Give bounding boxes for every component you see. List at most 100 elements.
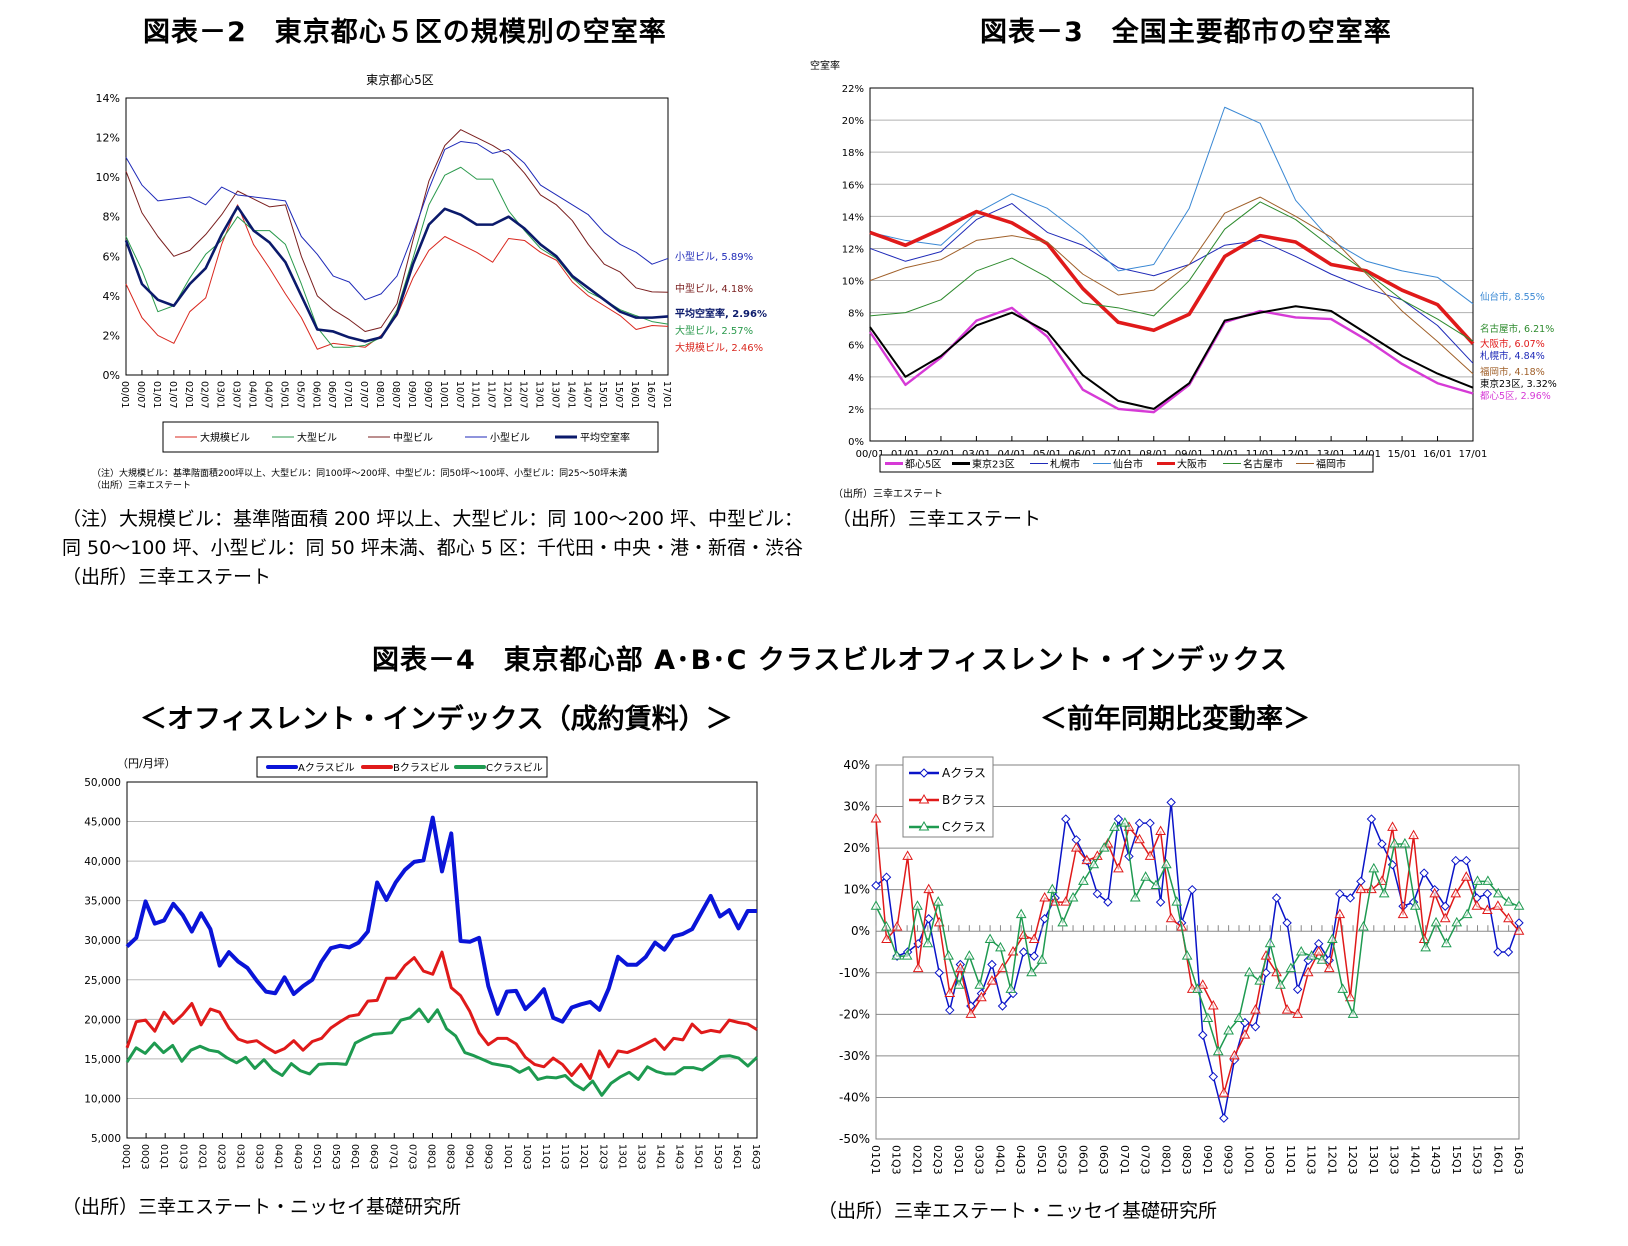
- series-line-平均空室率: [124, 205, 669, 343]
- data-point-triangle: [1316, 954, 1328, 964]
- x-tick-label: 13Q3: [635, 1144, 646, 1170]
- data-point-triangle: [1067, 891, 1079, 902]
- x-tick-label: 11Q3: [1305, 1145, 1318, 1175]
- figure3-source: （出所）三幸エステート: [832, 508, 1042, 530]
- data-point-triangle: [1471, 900, 1483, 910]
- x-tick-label: 15Q3: [712, 1144, 723, 1170]
- data-point-triangle: [1275, 979, 1286, 989]
- data-point-triangle: [1155, 825, 1166, 835]
- data-point-diamond: [1103, 897, 1113, 907]
- data-point-triangle: [1161, 858, 1172, 869]
- x-tick-label: 16/01: [1423, 449, 1452, 460]
- end-label: 都心5区, 2.96%: [1480, 391, 1551, 402]
- x-tick-label: 15/01: [1388, 449, 1417, 460]
- legend-marker: [918, 820, 930, 831]
- y-tick-label: 20%: [842, 116, 864, 127]
- x-tick-label: 05/07: [294, 381, 305, 408]
- legend-label: 名古屋市: [1243, 458, 1283, 471]
- x-tick-label: 02Q1: [196, 1144, 207, 1170]
- data-point-triangle: [1015, 908, 1027, 919]
- data-point-triangle: [986, 975, 998, 985]
- x-tick-label: 17/01: [661, 381, 672, 408]
- data-point-triangle: [1197, 979, 1209, 989]
- x-tick-label: 01Q1: [158, 1144, 169, 1170]
- x-tick-label: 02Q3: [931, 1145, 944, 1175]
- data-point-triangle: [902, 850, 913, 860]
- data-point-triangle: [1503, 896, 1514, 906]
- series-line-小型ビル: [125, 141, 669, 301]
- data-point-diamond: [1440, 901, 1450, 911]
- chart4-yoy-change: -50% -40% -30% -20% -10% 0% 10% 20% 30% 40% 01Q1 01…: [839, 756, 1525, 1175]
- x-tick-label: 04Q3: [1014, 1145, 1027, 1175]
- series-line-仙台市: [869, 106, 1474, 305]
- data-point-triangle: [1036, 954, 1048, 964]
- x-tick-label: 11/01: [470, 381, 481, 408]
- data-point-triangle: [1129, 891, 1141, 902]
- series-line-Bクラスビル: [125, 950, 758, 1081]
- x-tick-label: 09/07: [422, 381, 433, 408]
- data-point-triangle: [1429, 887, 1441, 898]
- data-point-triangle: [974, 979, 986, 989]
- series-line-Aクラスビル: [125, 815, 757, 1024]
- series-line-大型ビル: [125, 166, 669, 348]
- y-tick-label: 18%: [842, 148, 864, 159]
- chart4b-legend-box: [902, 756, 994, 838]
- x-tick-label: 06/01: [310, 381, 321, 408]
- y-tick-label: 4%: [103, 290, 120, 303]
- data-point-diamond: [1219, 1113, 1229, 1123]
- y-tick-label: 30%: [843, 800, 870, 814]
- data-point-triangle: [1144, 850, 1156, 860]
- y-tick-label: 15,000: [84, 1054, 121, 1066]
- data-point-triangle: [1140, 871, 1152, 881]
- x-tick-label: 12Q1: [578, 1144, 589, 1170]
- data-point-diamond: [1113, 814, 1124, 824]
- y-tick-label: 4%: [848, 373, 864, 384]
- x-tick-label: 09/01: [406, 381, 417, 408]
- x-tick-label: 05Q1: [311, 1144, 322, 1170]
- data-point-triangle: [1451, 916, 1463, 927]
- data-point-diamond: [945, 1005, 955, 1015]
- plot-frame: [875, 764, 1520, 1140]
- y-tick-label: 8%: [103, 211, 120, 224]
- data-point-triangle: [1378, 887, 1390, 898]
- x-tick-label: 14/07: [581, 381, 592, 408]
- data-point-triangle: [1113, 862, 1124, 873]
- data-point-triangle: [995, 941, 1006, 952]
- legend-label: 中型ビル: [393, 431, 433, 444]
- x-tick-label: 02/01: [183, 381, 194, 408]
- data-point-triangle: [1472, 875, 1483, 885]
- x-tick-label: 00Q1: [120, 1144, 131, 1170]
- data-point-triangle: [901, 950, 913, 960]
- legend-label: 東京23区: [972, 458, 1015, 471]
- legend-label: 都心5区: [905, 459, 941, 471]
- data-point-triangle: [1150, 879, 1162, 890]
- x-tick-label: 10/01: [438, 381, 449, 408]
- series-line-大阪市: [869, 209, 1475, 345]
- chart3-legend-box: [879, 454, 1374, 473]
- x-tick-label: 13Q1: [1367, 1145, 1380, 1175]
- x-tick-label: 13Q3: [1388, 1145, 1401, 1175]
- x-tick-label: 08Q3: [445, 1144, 456, 1170]
- x-tick-label: 01Q1: [869, 1145, 882, 1175]
- data-point-triangle: [1368, 862, 1380, 873]
- figure4-right-source: （出所）三幸エステート・ニッセイ基礎研究所: [818, 1200, 1218, 1222]
- x-tick-label: 13/01: [533, 381, 544, 408]
- data-point-triangle: [870, 900, 882, 910]
- data-point-diamond: [1018, 947, 1029, 957]
- x-tick-label: 07Q3: [1139, 1145, 1152, 1175]
- y-tick-label: -40%: [839, 1090, 870, 1104]
- x-tick-label: 11Q1: [540, 1144, 551, 1170]
- data-point-triangle: [1441, 937, 1452, 948]
- figure2-small-note: （注）大規模ビル：基準階面積200坪以上、大型ビル：同100坪～200坪、中型ビ…: [92, 469, 628, 479]
- data-point-triangle: [1039, 891, 1051, 902]
- x-tick-label: 03Q1: [235, 1144, 246, 1170]
- data-point-diamond: [923, 914, 934, 924]
- data-point-diamond: [1461, 855, 1472, 866]
- data-point-triangle: [923, 883, 935, 894]
- data-point-triangle: [1513, 900, 1525, 910]
- legend-label: Cクラス: [942, 820, 986, 834]
- data-point-diamond: [1451, 855, 1461, 866]
- data-point-diamond: [1271, 893, 1282, 903]
- x-tick-label: 09Q1: [1201, 1145, 1214, 1175]
- data-point-triangle: [954, 962, 966, 973]
